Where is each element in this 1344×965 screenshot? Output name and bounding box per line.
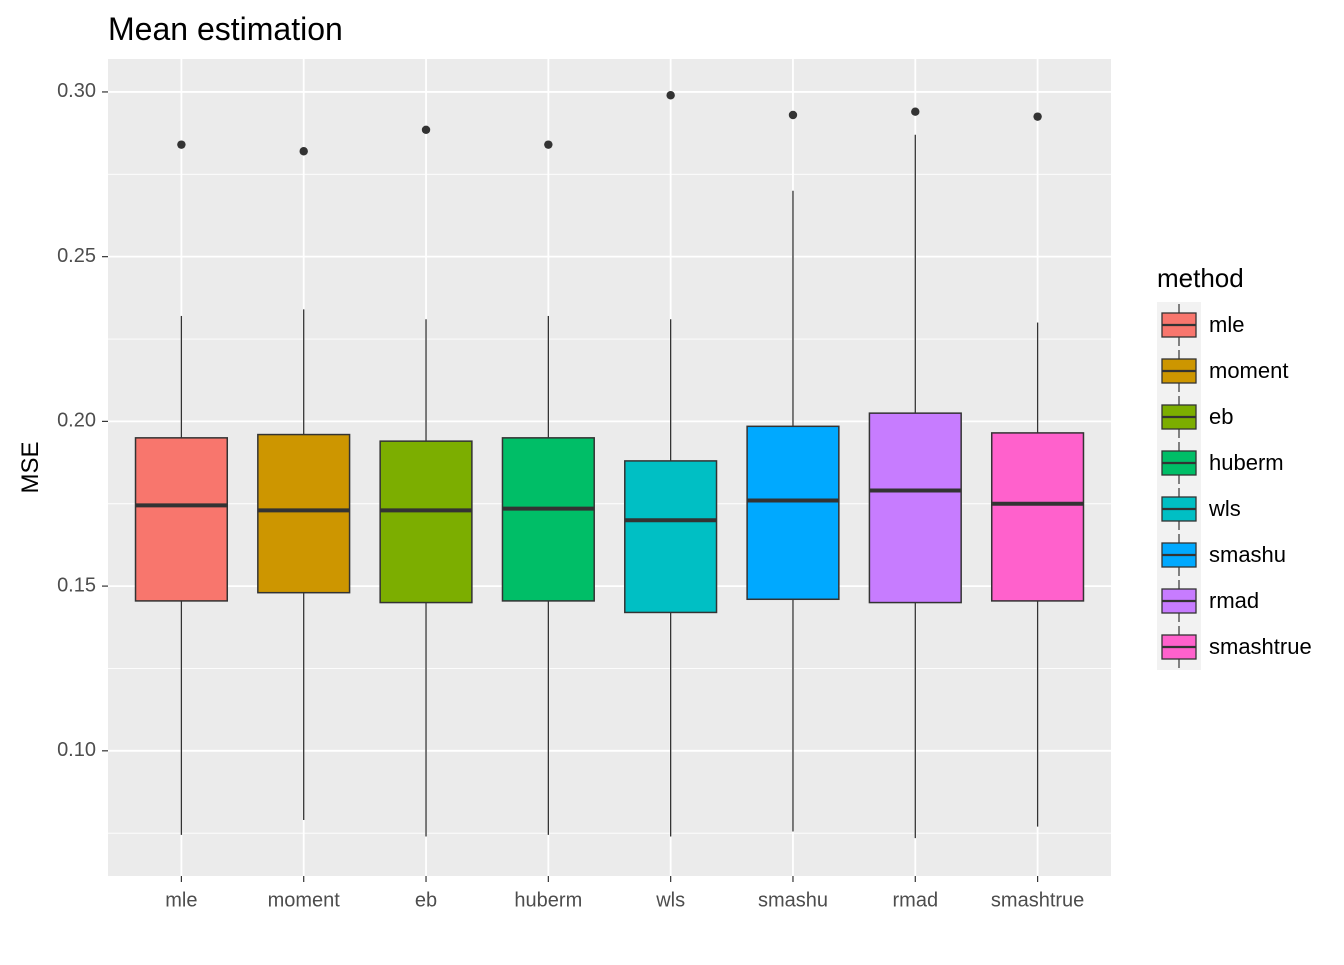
legend-label: huberm <box>1209 450 1284 475</box>
legend-item-smashu: smashu <box>1157 532 1286 578</box>
x-tick-label: smashtrue <box>991 889 1084 911</box>
legend-label: eb <box>1209 404 1233 429</box>
y-tick-label: 0.20 <box>57 410 96 432</box>
legend-item-moment: moment <box>1157 348 1288 394</box>
legend-item-smashtrue: smashtrue <box>1157 624 1312 670</box>
y-axis-title: MSE <box>17 441 44 493</box>
box-eb <box>379 125 473 837</box>
box-layer <box>134 91 1085 839</box>
box-iqr <box>868 412 962 604</box>
y-tick-label: 0.15 <box>57 574 96 596</box>
outlier-point <box>177 140 186 149</box>
legend-label: moment <box>1209 358 1288 383</box>
legend-label: mle <box>1209 312 1244 337</box>
box-rmad <box>868 107 962 839</box>
box-moment <box>257 147 351 820</box>
x-tick-label: moment <box>268 889 341 911</box>
y-tick-label: 0.25 <box>57 245 96 267</box>
box-wls <box>624 91 718 837</box>
outlier-point <box>1033 112 1042 121</box>
legend: method mle moment eb huberm wls smashu rmad smas… <box>1157 263 1312 670</box>
box-iqr <box>501 437 595 602</box>
y-tick-label: 0.30 <box>57 80 96 102</box>
x-tick-label: eb <box>415 889 437 911</box>
box-mle <box>134 140 229 835</box>
box-smashtrue <box>990 112 1085 827</box>
legend-item-wls: wls <box>1157 486 1241 532</box>
x-tick-label: rmad <box>893 889 939 911</box>
legend-label: smashu <box>1209 542 1286 567</box>
x-tick-label: mle <box>165 889 197 911</box>
outlier-point <box>299 147 308 156</box>
outlier-point <box>544 140 553 149</box>
box-iqr <box>257 433 351 594</box>
box-iqr <box>624 460 718 614</box>
legend-item-rmad: rmad <box>1157 578 1259 624</box>
y-tick-label: 0.10 <box>57 739 96 761</box>
legend-label: rmad <box>1209 588 1259 613</box>
outlier-point <box>421 125 431 135</box>
legend-item-huberm: huberm <box>1157 440 1284 486</box>
axis-layer: 0.10 0.15 0.20 0.25 0.30 mle moment eb huberm wls… <box>57 80 1084 911</box>
box-huberm <box>501 140 595 835</box>
x-tick-label: wls <box>655 889 685 911</box>
legend-title: method <box>1157 263 1244 293</box>
box-iqr <box>746 425 840 601</box>
box-iqr <box>990 432 1085 602</box>
chart-title: Mean estimation <box>108 11 343 47</box>
outlier-point <box>788 110 798 120</box>
outlier-point <box>911 107 920 116</box>
legend-label: wls <box>1208 496 1241 521</box>
legend-item-eb: eb <box>1157 394 1233 440</box>
legend-item-mle: mle <box>1157 302 1244 348</box>
box-smashu <box>746 110 840 832</box>
x-tick-label: huberm <box>514 889 582 911</box>
legend-label: smashtrue <box>1209 634 1312 659</box>
x-tick-label: smashu <box>758 889 828 911</box>
outlier-point <box>666 91 675 100</box>
box-iqr <box>134 437 229 602</box>
box-iqr <box>379 440 473 604</box>
